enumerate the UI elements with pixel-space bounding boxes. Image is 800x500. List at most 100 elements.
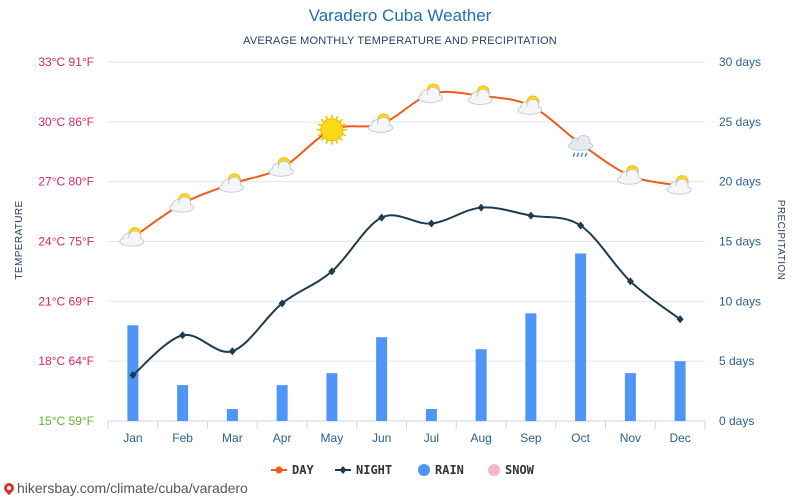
rain-bar [624, 373, 636, 421]
sun-cloud-icon [517, 95, 543, 115]
legend-marker [275, 466, 283, 474]
sun-cloud-icon [666, 175, 692, 195]
night-point [179, 331, 187, 340]
x-tick-label: Apr [273, 431, 292, 445]
y-left-tick-label: 33°C 91°F [38, 55, 94, 69]
y-left-tick-label: 24°C 75°F [38, 235, 94, 249]
sun-cloud-icon [169, 193, 195, 213]
sun-cloud-icon [268, 157, 294, 177]
source-link[interactable]: hikersbay.com/climate/cuba/varadero [1, 480, 248, 496]
sun-ray [317, 123, 323, 127]
night-point [427, 219, 435, 228]
night-point [626, 277, 634, 286]
rain-drop [580, 152, 584, 158]
rain-drop [584, 152, 588, 158]
sun-cloud-icon [119, 227, 145, 247]
rain-bar [226, 409, 238, 421]
y-left-tick-label: 15°C 59°F [38, 414, 94, 428]
sun-ray [320, 137, 325, 141]
rain-bar [425, 409, 437, 421]
x-tick-label: Jun [372, 431, 391, 445]
night-point [477, 203, 485, 212]
y-right-tick-label: 0 days [719, 414, 754, 428]
x-tick-label: Oct [571, 431, 590, 445]
x-tick-label: Sep [520, 431, 542, 445]
legend-snow: SNOW [488, 463, 535, 477]
sun-ray [339, 118, 344, 123]
sun-disc [320, 118, 344, 142]
sun-ray [341, 133, 347, 137]
cloud-part [569, 142, 592, 150]
night-point [577, 221, 585, 230]
sun-cloud-icon [417, 83, 443, 103]
legend-label: SNOW [505, 463, 535, 477]
rain-bar [525, 313, 537, 421]
y-left-tick-label: 21°C 69°F [38, 294, 94, 308]
chart-subtitle: AVERAGE MONTHLY TEMPERATURE AND PRECIPIT… [243, 35, 557, 47]
cloud-part [369, 124, 392, 132]
cloud-part [170, 204, 193, 212]
rain-bar [326, 373, 338, 421]
cloud-part [220, 184, 243, 192]
y-right-tick-label: 10 days [719, 294, 761, 308]
cloud-part [618, 176, 641, 184]
x-tick-label: Feb [172, 431, 193, 445]
y-right-tick-label: 30 days [719, 55, 761, 69]
rain-bar [575, 253, 587, 421]
legend-marker [488, 464, 500, 476]
chart-title: Varadero Cuba Weather [308, 6, 492, 25]
legend: DAY NIGHT RAIN SNOW [271, 463, 535, 477]
night-point [129, 371, 137, 380]
rain-drop [572, 152, 576, 158]
cloud-part [469, 96, 492, 104]
sun-cloud-icon [616, 165, 642, 185]
legend-rain: RAIN [418, 463, 464, 477]
cloud-part [518, 106, 541, 114]
source-link-text: hikersbay.com/climate/cuba/varadero [17, 480, 248, 496]
legend-label: RAIN [435, 463, 464, 477]
sun-ray [325, 139, 329, 144]
sun-ray [325, 115, 329, 120]
cloud-part [419, 94, 442, 102]
x-tick-label: Jan [123, 431, 142, 445]
legend-marker [418, 464, 430, 476]
x-tick-label: Aug [470, 431, 491, 445]
sun-ray [320, 118, 325, 123]
sun-cloud-icon [467, 85, 493, 105]
night-temperature-line [132, 206, 681, 376]
y-left-tick-label: 18°C 64°F [38, 354, 94, 368]
rain-drop [576, 152, 580, 158]
night-point [378, 213, 386, 222]
x-tick-label: Mar [222, 431, 243, 445]
cloud-part [270, 168, 293, 176]
rain-bar [276, 385, 288, 421]
x-tick-label: Nov [620, 431, 641, 445]
rain-bar [177, 385, 189, 421]
rain-cloud-icon [568, 134, 594, 158]
legend-label: DAY [292, 463, 314, 477]
y-left-tick-label: 30°C 86°F [38, 115, 94, 129]
sun-icon [316, 114, 347, 145]
night-point [328, 267, 336, 276]
sun-ray [335, 139, 339, 144]
night-point [228, 347, 236, 356]
sun-ray [341, 123, 347, 127]
legend-day: DAY [271, 463, 314, 477]
cloud-part [120, 238, 143, 246]
y-right-tick-label: 20 days [719, 175, 761, 189]
y-right-tick-label: 5 days [719, 354, 754, 368]
y-right-tick-label: 15 days [719, 235, 761, 249]
night-point [676, 315, 684, 324]
legend-label: NIGHT [356, 463, 392, 477]
sun-ray [317, 133, 323, 137]
rain-bar [475, 349, 487, 421]
night-point [278, 299, 286, 308]
night-point [527, 211, 535, 220]
sun-cloud-icon [368, 113, 394, 133]
sun-ray [335, 115, 339, 120]
cloud-part [668, 186, 691, 194]
legend-night: NIGHT [335, 463, 392, 477]
y-left-tick-label: 27°C 80°F [38, 175, 94, 189]
